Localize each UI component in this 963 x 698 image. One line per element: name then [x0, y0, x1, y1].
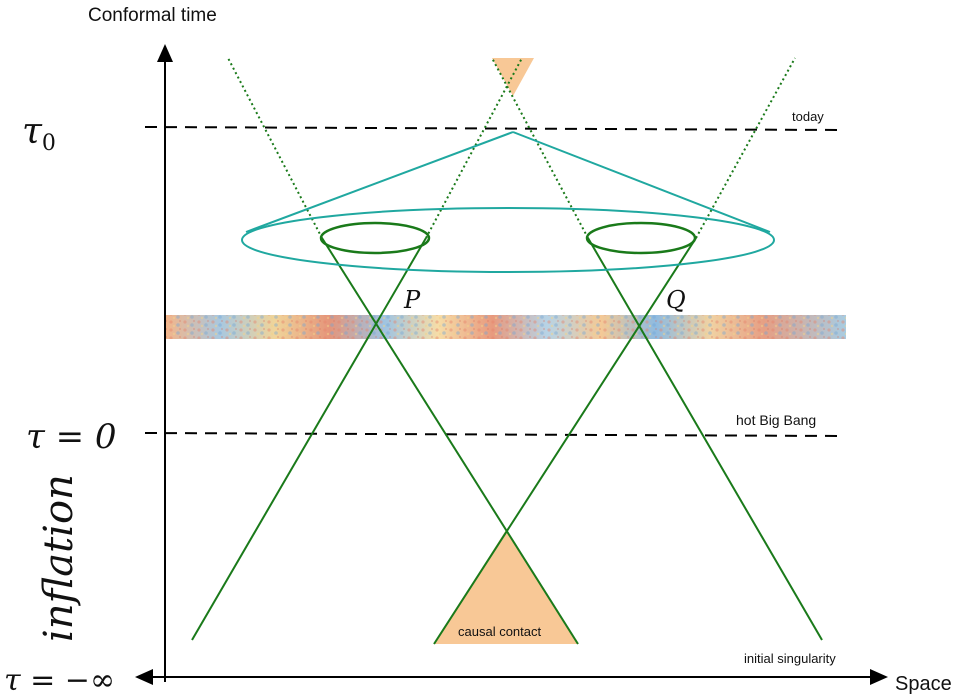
today-line — [144, 126, 841, 131]
point-q-label: Q — [666, 286, 686, 314]
hot-big-bang-line — [144, 432, 841, 437]
point-p-label: P — [403, 286, 421, 314]
space-label: Space — [895, 673, 952, 695]
dotted-line — [491, 57, 589, 239]
today-label: today — [792, 109, 824, 124]
q-ellipse — [585, 221, 697, 255]
tau-zero-label: τ = 0 — [26, 417, 117, 457]
observer-past-cone-fill — [492, 58, 534, 96]
p-ellipse — [319, 221, 431, 255]
dotted-extensions — [227, 57, 796, 239]
cone-line — [587, 237, 823, 641]
observer-cone-line — [512, 131, 771, 233]
tau0-label: τ0 — [22, 111, 56, 156]
dotted-line — [695, 57, 796, 239]
cmb-band — [166, 315, 846, 339]
light-cones — [191, 237, 823, 645]
causal-contact-label: causal contact — [458, 624, 541, 639]
dotted-line — [227, 57, 323, 239]
dotted-line — [425, 57, 523, 239]
conformal-time-label: Conformal time — [88, 5, 217, 26]
inflation-label: inflation — [36, 474, 82, 642]
initial-singularity-label: initial singularity — [744, 651, 836, 666]
observer-cone-line — [245, 131, 514, 233]
observer-cone — [241, 131, 775, 273]
tau-neg-inf-label: τ = −∞ — [4, 663, 115, 698]
cone-line — [321, 237, 579, 645]
cone-line — [433, 237, 697, 645]
causal-contact-region — [434, 530, 578, 644]
hot-big-bang-label: hot Big Bang — [736, 412, 816, 428]
cone-line — [191, 237, 427, 641]
observer-ellipse — [241, 207, 775, 273]
